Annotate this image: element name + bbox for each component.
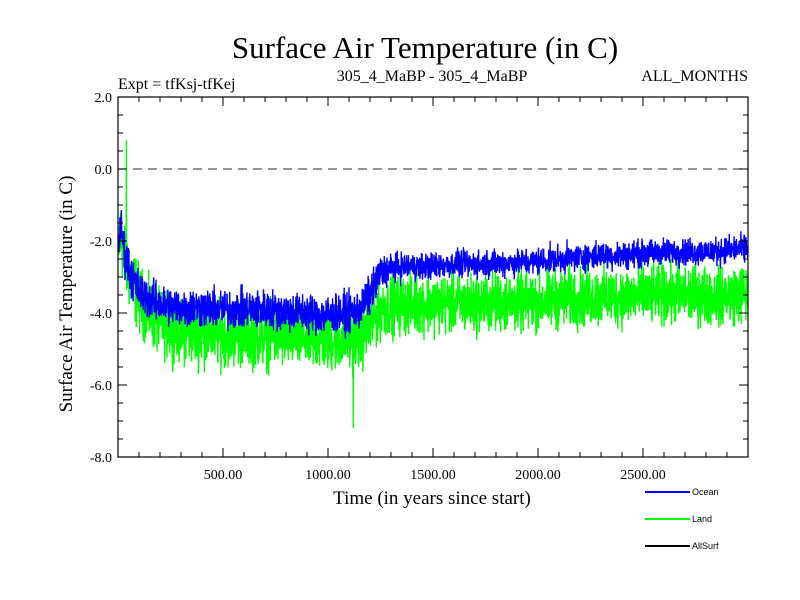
legend-item-land: Land xyxy=(645,514,712,524)
months-label: ALL_MONTHS xyxy=(641,68,748,85)
legend-label: Land xyxy=(692,514,712,524)
y-tick-label: -4.0 xyxy=(90,307,112,322)
y-tick-label: 2.0 xyxy=(95,91,113,106)
chart-title: Surface Air Temperature (in C) xyxy=(232,30,618,65)
x-tick-label: 500.00 xyxy=(204,468,243,483)
legend-item-ocean: Ocean xyxy=(645,487,719,497)
y-axis-label: Surface Air Temperature (in C) xyxy=(56,176,77,413)
x-axis-label: Time (in years since start) xyxy=(333,488,531,509)
y-tick-label: -8.0 xyxy=(90,451,112,466)
legend-item-allsurf: AllSurf xyxy=(645,541,719,551)
experiment-label: Expt = tfKsj-tfKej xyxy=(118,76,235,93)
x-tick-label: 2500.00 xyxy=(620,468,666,483)
legend: Ocean Land AllSurf xyxy=(645,487,719,551)
y-tick-label: -2.0 xyxy=(90,235,112,250)
series-layer xyxy=(118,140,748,429)
axes-layer: 2.0 0.0 -2.0 -4.0 -6.0 -8.0 500.00 1000.00 1500.… xyxy=(90,91,749,483)
y-tick-label: -6.0 xyxy=(90,379,112,394)
y-tick-label: 0.0 xyxy=(95,163,113,178)
legend-label: AllSurf xyxy=(692,541,719,551)
period-label: 305_4_MaBP - 305_4_MaBP xyxy=(337,68,528,85)
x-tick-label: 2000.00 xyxy=(515,468,561,483)
series-line-ocean xyxy=(118,210,748,339)
legend-label: Ocean xyxy=(692,487,719,497)
x-tick-label: 1000.00 xyxy=(305,468,351,483)
x-tick-label: 1500.00 xyxy=(410,468,456,483)
series-line-land xyxy=(118,140,748,429)
